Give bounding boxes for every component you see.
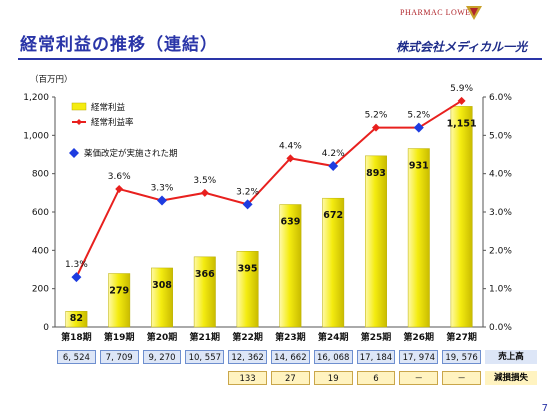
- x-tick-label: 第24期: [318, 331, 349, 343]
- line-series-rate: [75, 99, 463, 278]
- bar-第23期: [279, 204, 302, 328]
- right-tick-label: 0.0%: [489, 323, 512, 333]
- bar-label: 395: [238, 263, 258, 274]
- left-tick-label: 800: [32, 170, 49, 180]
- left-tick-label: 400: [32, 246, 49, 256]
- revision-marker: [242, 199, 253, 210]
- left-tick-label: 1,200: [23, 93, 49, 103]
- line-label: 4.4%: [279, 141, 302, 151]
- line-label: 1.3%: [65, 260, 88, 270]
- brand-logo-mark-inner: [470, 8, 478, 16]
- impairment-label: 減損損失: [485, 371, 537, 385]
- sales-cell: 14, 662: [271, 350, 310, 364]
- slide-title: 経常利益の推移（連結）: [20, 35, 218, 55]
- bar-label: 931: [409, 161, 429, 172]
- right-tick-label: 2.0%: [489, 246, 512, 256]
- impairment-cell: 133: [228, 371, 267, 385]
- bar-label: 639: [280, 217, 300, 228]
- sales-cell: 6, 524: [57, 350, 96, 364]
- sales-cell: 19, 576: [442, 350, 481, 364]
- line-point: [200, 188, 209, 197]
- bar-第27期: [450, 106, 473, 328]
- line-label: 5.2%: [365, 111, 388, 121]
- bar-第21期: [193, 256, 216, 328]
- line-label: 3.2%: [236, 187, 259, 197]
- legend-swatch-line-marker: [76, 119, 82, 125]
- x-tick-label: 第18期: [61, 331, 92, 343]
- bar-第19期: [108, 273, 131, 328]
- right-tick-label: 1.0%: [489, 285, 512, 295]
- bar-第22期: [236, 251, 259, 328]
- sales-cell: 10, 557: [185, 350, 225, 364]
- line-point: [115, 185, 124, 193]
- sales-cell: 7, 709: [99, 350, 139, 364]
- sales-cell: 12, 362: [228, 350, 267, 364]
- impairment-cell: －: [442, 371, 481, 385]
- bar-第25期: [365, 155, 387, 328]
- x-tick-label: 第23期: [275, 331, 306, 343]
- right-tick-label: 3.0%: [489, 208, 512, 218]
- line-point: [372, 123, 380, 132]
- x-tick-label: 第27期: [446, 331, 477, 343]
- line-point: [286, 154, 295, 163]
- bar-第18期: [65, 311, 88, 328]
- line-point: [457, 96, 466, 105]
- bar-label: 308: [152, 280, 172, 291]
- impairment-cell: 19: [313, 371, 353, 385]
- legend-label-bar: 経常利益: [91, 102, 126, 113]
- revision-marker: [71, 272, 82, 283]
- line-label: 3.3%: [151, 184, 174, 194]
- brand-logo-text: PHARMAC LOWER: [400, 8, 477, 17]
- bar-label: 893: [366, 168, 386, 179]
- brand-logo: PHARMAC LOWER: [400, 6, 482, 20]
- legend-label-revision: 薬価改定が実施された期: [84, 148, 178, 159]
- legend-swatch-revision: [69, 148, 79, 158]
- bar-第26期: [407, 148, 430, 328]
- sales-label: 売上高: [485, 350, 537, 364]
- impairment-cell: 6: [356, 371, 396, 385]
- x-tick-label: 第20期: [147, 331, 178, 343]
- bar-label: 672: [323, 210, 343, 221]
- x-tick-label: 第21期: [190, 331, 221, 343]
- revision-marker: [157, 195, 167, 206]
- legend-label-line: 経常利益率: [91, 117, 134, 128]
- bar-label: 279: [109, 286, 129, 297]
- x-tick-label: 第22期: [232, 331, 263, 343]
- x-tick-label: 第25期: [361, 331, 392, 343]
- bar-第20期: [151, 267, 173, 328]
- bar-第24期: [322, 197, 345, 328]
- bar-label: 366: [195, 269, 215, 280]
- bar-label: 82: [70, 313, 83, 324]
- x-tick-label: 第26期: [404, 331, 435, 343]
- right-tick-label: 4.0%: [489, 170, 512, 180]
- left-tick-label: 200: [32, 285, 49, 295]
- impairment-cell: －: [399, 371, 439, 385]
- sales-cell: 17, 184: [356, 350, 396, 364]
- line-label: 3.5%: [193, 176, 216, 186]
- revision-marker: [413, 122, 424, 133]
- title-underline: [18, 58, 542, 60]
- right-tick-label: 5.0%: [489, 131, 512, 141]
- legend-swatch-bar: [71, 102, 87, 111]
- revision-marker: [328, 161, 339, 171]
- sales-cell: 9, 270: [142, 350, 182, 364]
- line-label: 3.6%: [108, 172, 131, 182]
- line-label: 5.2%: [407, 111, 430, 121]
- left-tick-label: 600: [32, 208, 49, 218]
- impairment-cell: 27: [271, 371, 310, 385]
- line-label: 5.9%: [450, 84, 473, 94]
- bar-label: 1,151: [447, 118, 477, 129]
- sales-cell: 17, 974: [399, 350, 439, 364]
- left-axis-unit: （百万円）: [30, 74, 73, 85]
- sales-cell: 16, 068: [313, 350, 353, 364]
- line-label: 4.2%: [322, 149, 345, 159]
- page-number: 7: [541, 403, 548, 414]
- x-tick-label: 第19期: [104, 331, 135, 343]
- brand-name: 株式会社メディカル一光: [396, 40, 528, 54]
- left-tick-label: 0: [43, 323, 49, 333]
- right-tick-label: 6.0%: [489, 93, 512, 103]
- left-tick-label: 1,000: [23, 131, 49, 141]
